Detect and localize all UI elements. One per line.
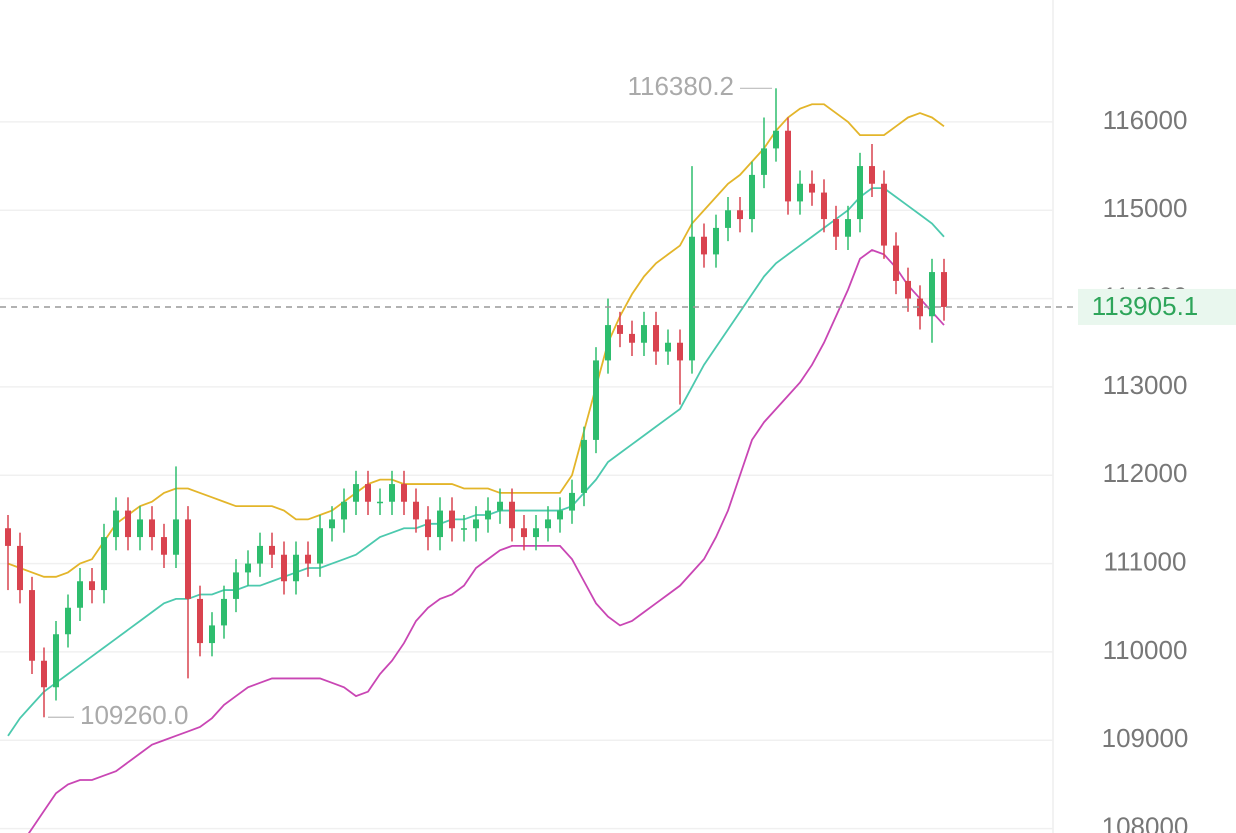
candle-body (365, 484, 371, 502)
candle-body (281, 554, 287, 582)
candle-body (221, 598, 227, 626)
candle-body (353, 484, 359, 502)
y-tick-label: 113000 (1103, 370, 1188, 400)
candle-body (533, 528, 539, 538)
candle-body (509, 501, 515, 529)
candle-body (473, 519, 479, 529)
candle-body (293, 554, 299, 582)
candle-body (593, 360, 599, 440)
candle-body (557, 510, 563, 520)
candle-body (161, 537, 167, 555)
candle-body (773, 130, 779, 149)
candle-body (893, 245, 899, 281)
candle-body (701, 236, 707, 255)
y-tick-label: 109000 (1102, 723, 1189, 753)
candle-body (677, 342, 683, 361)
candle-body (149, 519, 155, 538)
candle-body (113, 510, 119, 538)
candle-body (197, 598, 203, 644)
candle-body (461, 528, 467, 530)
candle-body (737, 210, 743, 220)
last-price-box (1078, 288, 1236, 325)
candle-body (833, 219, 839, 237)
candle-body (617, 325, 623, 334)
candle-body (629, 333, 635, 343)
candle-body (665, 342, 671, 352)
candle-body (713, 227, 719, 255)
candle-body (101, 537, 107, 591)
candle-body (809, 183, 815, 193)
band-line (27, 248, 945, 833)
last-price-label: 113905.1 (1092, 291, 1199, 321)
candle-body (245, 563, 251, 573)
candle-body (77, 581, 83, 608)
y-tick-label: 115000 (1103, 193, 1188, 223)
y-tick-label: 116000 (1103, 105, 1188, 135)
candle-body (377, 501, 383, 504)
candle-body (269, 545, 275, 555)
candle-body (605, 325, 611, 361)
plot (0, 88, 1053, 833)
y-tick-label: 110000 (1103, 635, 1188, 665)
candle-body (413, 501, 419, 520)
candle-body (89, 581, 95, 591)
candle-body (857, 166, 863, 220)
candle-body (653, 325, 659, 352)
candle-body (785, 130, 791, 202)
candle-body (401, 484, 407, 502)
candle-body (941, 272, 947, 307)
candle-body (521, 528, 527, 538)
candle-body (257, 545, 263, 564)
annotation-label: 116380.2 (627, 71, 734, 101)
candle-body (641, 325, 647, 343)
candle-body (53, 634, 59, 688)
candle-body (389, 484, 395, 502)
candle-body (485, 510, 491, 520)
candle-body (317, 528, 323, 564)
candle-body (329, 519, 335, 529)
candle-body (17, 545, 23, 591)
candle-body (881, 183, 887, 246)
candle-body (725, 210, 731, 228)
candle-body (929, 272, 935, 317)
candle-body (5, 528, 11, 546)
y-tick-label: 112000 (1103, 458, 1188, 488)
candle-body (173, 519, 179, 555)
candle-body (581, 439, 587, 493)
candle-body (821, 192, 827, 220)
candle-body (749, 174, 755, 220)
candle-body (497, 501, 503, 511)
candle-body (65, 607, 71, 635)
candle-body (569, 492, 575, 511)
candle-body (905, 280, 911, 299)
candle-body (125, 510, 131, 538)
candle-body (341, 501, 347, 520)
y-tick-label: 111000 (1104, 546, 1187, 576)
candle-body (305, 554, 311, 564)
candle-body (845, 219, 851, 237)
candle-body (917, 298, 923, 317)
y-tick-label: 108000 (1102, 811, 1189, 833)
candle-body (29, 590, 35, 661)
candle-body (425, 519, 431, 538)
candle-body (437, 510, 443, 538)
candle-body (137, 519, 143, 538)
candle-body (545, 519, 551, 529)
candle-body (209, 625, 215, 644)
annotation-label: 109260.0 (80, 700, 188, 730)
candle-body (689, 236, 695, 361)
candle-body (185, 519, 191, 599)
candle-body (41, 660, 47, 688)
candle-body (869, 166, 875, 184)
candle-body (797, 183, 803, 202)
candle-body (761, 148, 767, 175)
candle-body (233, 572, 239, 599)
candle-body (449, 510, 455, 529)
